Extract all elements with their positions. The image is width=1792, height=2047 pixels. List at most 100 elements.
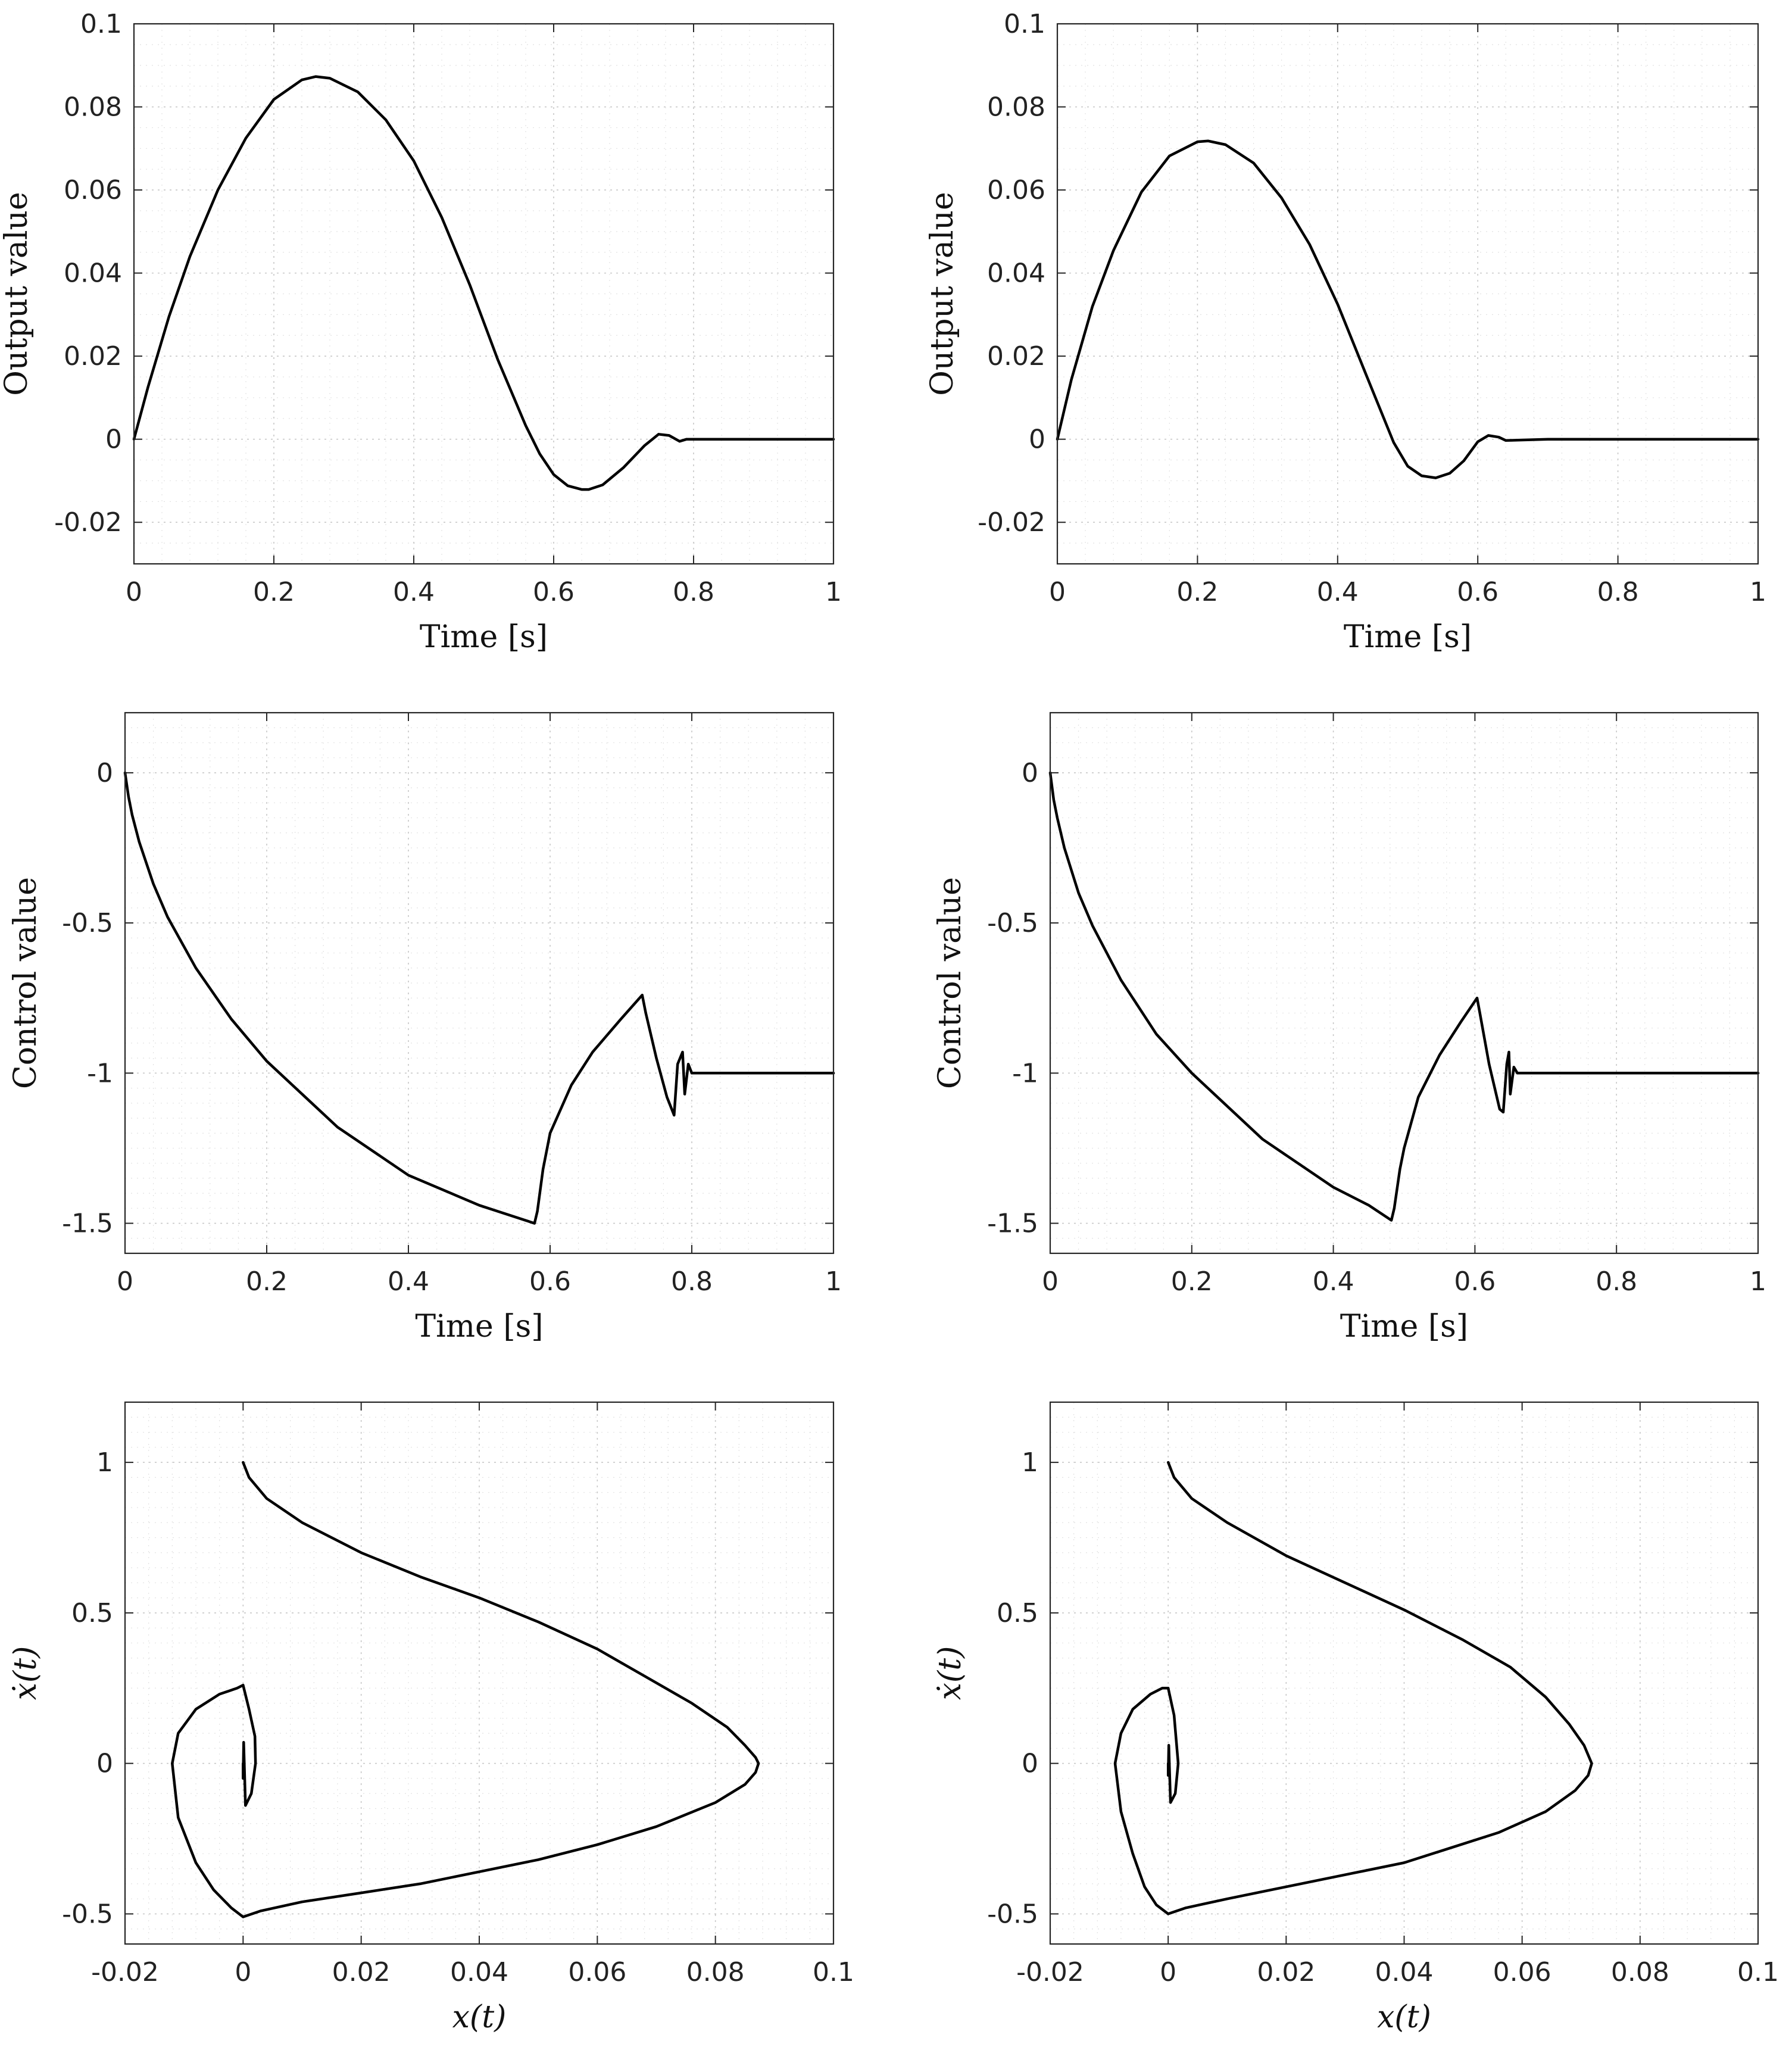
chart-control-left: 0 0.2 0.4 0.6 0.8 1 -1.5 -1 -0.5 0 Time [s] Control… <box>8 712 842 1344</box>
x-tick-label: 0.6 <box>533 577 575 607</box>
minor-grid <box>1050 712 1759 1254</box>
x-tick-label: 0.4 <box>388 1266 429 1297</box>
x-tick-label: 0.08 <box>1611 1957 1669 1987</box>
series-line-output <box>132 75 835 491</box>
x-tick-label: 1 <box>1750 577 1766 607</box>
minor-grid <box>133 23 834 564</box>
x-tick-label: 0.4 <box>1317 577 1359 607</box>
y-axis-label: ẋ(t) <box>932 1646 968 1700</box>
y-axis-label: Output value <box>0 192 35 396</box>
x-tick-label: 0.6 <box>1457 577 1498 607</box>
y-tick-label: 0 <box>96 758 113 788</box>
major-grid <box>133 23 834 564</box>
y-tick-label: -0.5 <box>987 908 1038 938</box>
x-tick-label: 0 <box>117 1266 133 1297</box>
x-tick-label: 1 <box>825 1266 842 1297</box>
x-tick-label: 0 <box>1160 1957 1176 1987</box>
x-tick-label: 0.02 <box>332 1957 391 1987</box>
x-tick-label: 0.8 <box>671 1266 713 1297</box>
axes-frame <box>1056 23 1759 565</box>
y-tick-label: 0 <box>1022 1749 1038 1779</box>
series-line-control <box>1048 771 1760 1222</box>
y-tick-label: 0.5 <box>71 1598 113 1628</box>
x-tick-label: 0.1 <box>1737 1957 1779 1987</box>
x-tick-label: 0 <box>1042 1266 1059 1297</box>
y-axis-label: Output value <box>925 192 960 396</box>
x-tick-label: 0.6 <box>1454 1266 1496 1297</box>
chart-output-right: 0 0.2 0.4 0.6 0.8 1 -0.02 0 0.02 0.04 0.06 0.08 0.1 T… <box>925 9 1766 655</box>
x-axis-label: x(t) <box>452 1999 507 2035</box>
x-tick-label: 0 <box>126 577 142 607</box>
y-tick-label: 0.06 <box>64 175 122 205</box>
x-tick-label: 0.2 <box>1176 577 1218 607</box>
y-tick-label: 1 <box>96 1447 113 1478</box>
y-tick-label: -1.5 <box>62 1209 113 1239</box>
x-tick-label: 0.06 <box>1493 1957 1551 1987</box>
x-tick-label: 0 <box>1049 577 1066 607</box>
x-tick-label: 0.1 <box>813 1957 854 1987</box>
y-axis-label: ẋ(t) <box>8 1646 43 1700</box>
y-tick-label: 0.1 <box>1004 9 1045 39</box>
y-tick-label: -0.5 <box>62 908 113 938</box>
x-axis-label: Time [s] <box>1344 619 1472 655</box>
y-tick-label: 0.04 <box>64 258 122 289</box>
x-tick-label: 0 <box>235 1957 251 1987</box>
x-tick-label: 0.2 <box>1171 1266 1213 1297</box>
x-tick-label: 0.8 <box>1596 1266 1637 1297</box>
y-axis-label: Control value <box>932 877 968 1089</box>
y-tick-label: -1 <box>87 1058 113 1088</box>
minor-grid <box>124 1402 834 1944</box>
y-tick-label: 0 <box>1029 425 1045 455</box>
series-line-trajectory <box>171 1461 760 1918</box>
y-axis-label: Control value <box>8 877 43 1089</box>
y-tick-label: 0.02 <box>64 341 122 372</box>
chart-output-left: 0 0.2 0.4 0.6 0.8 1 -0.02 0 0.02 0.04 0.06 0.08 0.1 T… <box>0 9 842 655</box>
y-tick-label: 0 <box>96 1749 113 1779</box>
x-axis-label: x(t) <box>1377 1999 1431 2035</box>
axes-frame <box>124 712 835 1255</box>
x-tick-label: 1 <box>825 577 842 607</box>
x-tick-label: 0.4 <box>1313 1266 1354 1297</box>
x-tick-label: 0.08 <box>686 1957 745 1987</box>
x-tick-label: -0.02 <box>91 1957 159 1987</box>
axes-frame <box>1049 1401 1759 1945</box>
y-tick-label: 0 <box>1022 758 1038 788</box>
x-axis-label: Time [s] <box>415 1309 543 1344</box>
x-tick-label: 0.4 <box>393 577 435 607</box>
chart-control-right: 0 0.2 0.4 0.6 0.8 1 -1.5 -1 -0.5 0 Time [s] Control… <box>932 712 1766 1344</box>
axes-frame <box>1049 712 1759 1255</box>
y-tick-label: -0.5 <box>987 1899 1038 1929</box>
x-tick-label: 0.2 <box>246 1266 288 1297</box>
x-tick-label: 0.6 <box>529 1266 571 1297</box>
axes-frame <box>124 1401 835 1945</box>
y-tick-label: -1 <box>1012 1058 1038 1088</box>
x-axis-label: Time [s] <box>1340 1309 1468 1344</box>
y-tick-label: -1.5 <box>987 1209 1038 1239</box>
minor-grid <box>124 712 834 1254</box>
x-tick-label: 0.06 <box>568 1957 626 1987</box>
y-tick-label: -0.5 <box>62 1899 113 1929</box>
x-tick-label: 0.02 <box>1257 1957 1315 1987</box>
y-tick-label: 1 <box>1022 1447 1038 1478</box>
chart-phase-left: -0.02 0 0.02 0.04 0.06 0.08 0.1 -0.5 0 0.5 1 x(t) ẋ(… <box>8 1401 854 2035</box>
series-line-output <box>1056 139 1760 479</box>
y-tick-label: -0.02 <box>54 507 122 538</box>
y-tick-label: 0 <box>105 425 122 455</box>
series-line-trajectory <box>1113 1461 1593 1915</box>
axes-frame <box>133 23 835 565</box>
y-tick-label: 0.04 <box>987 258 1045 289</box>
x-axis-label: Time [s] <box>420 619 548 655</box>
chart-phase-right: -0.02 0 0.02 0.04 0.06 0.08 0.1 -0.5 0 0.5 1 x(t) ẋ(… <box>932 1401 1779 2035</box>
y-tick-label: 0.1 <box>80 9 122 39</box>
y-tick-label: -0.02 <box>978 507 1045 538</box>
x-tick-label: 0.2 <box>253 577 295 607</box>
minor-grid <box>1057 23 1759 564</box>
x-tick-label: 0.04 <box>1375 1957 1434 1987</box>
x-tick-label: 0.8 <box>673 577 714 607</box>
y-tick-label: 0.06 <box>987 175 1045 205</box>
y-tick-label: 0.02 <box>987 341 1045 372</box>
x-tick-label: -0.02 <box>1016 1957 1084 1987</box>
x-tick-label: 0.8 <box>1597 577 1639 607</box>
x-tick-label: 0.04 <box>450 1957 508 1987</box>
